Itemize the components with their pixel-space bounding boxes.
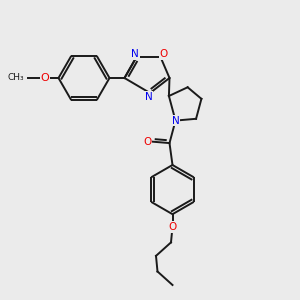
Text: N: N: [145, 92, 152, 102]
Text: N: N: [131, 49, 139, 59]
Text: O: O: [143, 136, 151, 147]
Text: N: N: [172, 116, 179, 126]
Text: O: O: [168, 222, 177, 232]
Text: O: O: [40, 73, 50, 83]
Text: CH₃: CH₃: [8, 74, 24, 82]
Text: O: O: [159, 49, 168, 59]
